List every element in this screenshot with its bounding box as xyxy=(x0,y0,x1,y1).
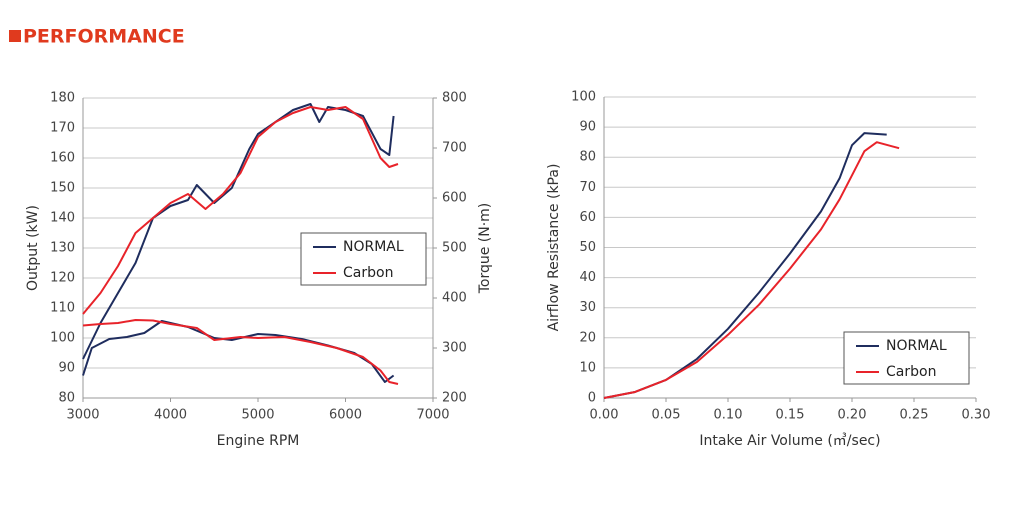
y-tick-label: 0 xyxy=(588,391,596,406)
y-tick-label: 180 xyxy=(50,91,75,106)
y-tick-label: 150 xyxy=(50,181,75,196)
series-line xyxy=(82,106,399,315)
legend-label: Carbon xyxy=(886,364,936,380)
y2-tick-label: 500 xyxy=(442,241,467,256)
y-tick-label: 20 xyxy=(579,330,596,345)
y-tick-label: 10 xyxy=(579,360,596,375)
y2-tick-label: 200 xyxy=(442,391,467,406)
y-axis-title: Output (kW) xyxy=(25,205,41,291)
legend-label: NORMAL xyxy=(886,338,947,354)
y2-axis-title: Torque (N·m) xyxy=(477,203,493,295)
y-tick-label: 140 xyxy=(50,211,75,226)
series-line-y2 xyxy=(82,319,399,385)
y-tick-label: 90 xyxy=(58,361,75,376)
x-tick-label: 0.25 xyxy=(900,408,929,423)
y-tick-label: 100 xyxy=(50,331,75,346)
y-tick-label: 60 xyxy=(579,210,596,225)
x-axis-title: Intake Air Volume (㎥/sec) xyxy=(699,433,880,449)
legend-label: NORMAL xyxy=(343,239,404,255)
y-tick-label: 30 xyxy=(579,300,596,315)
x-tick-label: 7000 xyxy=(416,408,449,423)
x-tick-label: 5000 xyxy=(241,408,274,423)
legend-label: Carbon xyxy=(343,265,393,281)
x-tick-label: 0.05 xyxy=(652,408,681,423)
y-tick-label: 170 xyxy=(50,121,75,136)
header-square xyxy=(9,30,21,42)
x-tick-label: 0.00 xyxy=(590,408,619,423)
x-axis-title: Engine RPM xyxy=(217,433,300,449)
y-tick-label: 90 xyxy=(579,120,596,135)
y-tick-label: 70 xyxy=(579,180,596,195)
x-tick-label: 6000 xyxy=(329,408,362,423)
x-tick-label: 0.30 xyxy=(962,408,991,423)
y-axis-title: Airflow Resistance (kPa) xyxy=(546,164,562,332)
y2-tick-label: 400 xyxy=(442,291,467,306)
header-title: PERFORMANCE xyxy=(23,26,185,48)
x-tick-label: 0.20 xyxy=(838,408,867,423)
x-tick-label: 0.10 xyxy=(714,408,743,423)
y-tick-label: 160 xyxy=(50,151,75,166)
y2-tick-label: 700 xyxy=(442,141,467,156)
y-tick-label: 130 xyxy=(50,241,75,256)
legend-box xyxy=(300,232,427,286)
x-tick-label: 4000 xyxy=(154,408,187,423)
y2-tick-label: 800 xyxy=(442,91,467,106)
y2-tick-label: 300 xyxy=(442,341,467,356)
x-tick-label: 0.15 xyxy=(776,408,805,423)
y-tick-label: 80 xyxy=(579,150,596,165)
y-tick-label: 100 xyxy=(571,90,596,105)
y-tick-label: 80 xyxy=(58,391,75,406)
y-tick-label: 110 xyxy=(50,301,75,316)
series-line xyxy=(603,141,900,399)
x-tick-label: 3000 xyxy=(66,408,99,423)
y-tick-label: 40 xyxy=(579,270,596,285)
legend-box xyxy=(843,331,970,385)
y-tick-label: 50 xyxy=(579,240,596,255)
y-tick-label: 120 xyxy=(50,271,75,286)
y2-tick-label: 600 xyxy=(442,191,467,206)
